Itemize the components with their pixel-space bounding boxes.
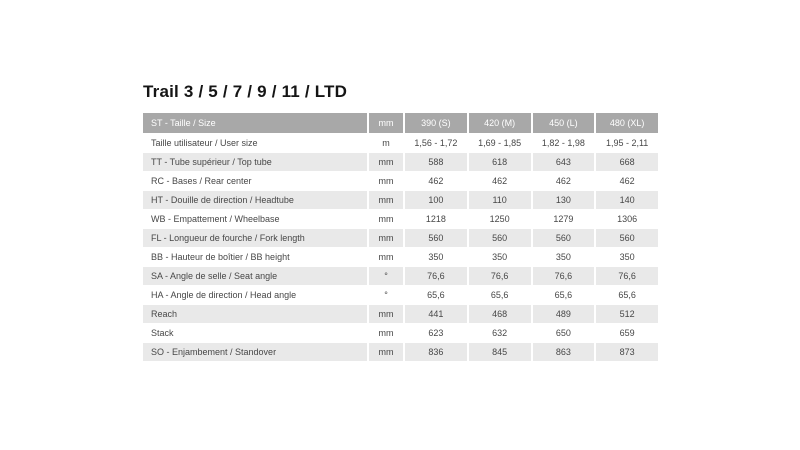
- table-row: RC - Bases / Rear center mm 462 462 462 462: [143, 172, 658, 190]
- table-row: Taille utilisateur / User size m 1,56 - 1,…: [143, 134, 658, 152]
- row-value: 76,6: [596, 267, 658, 285]
- row-unit: mm: [369, 229, 403, 247]
- row-value: 462: [405, 172, 467, 190]
- row-value: 350: [596, 248, 658, 266]
- row-value: 350: [532, 248, 595, 266]
- row-unit: mm: [369, 343, 403, 361]
- header-unit-column: mm: [369, 113, 403, 133]
- row-value: 1,82 - 1,98: [532, 134, 595, 152]
- row-label: TT - Tube supérieur / Top tube: [143, 153, 367, 171]
- row-value: 560: [468, 229, 531, 247]
- row-value: 650: [532, 324, 595, 342]
- row-value: 1,69 - 1,85: [468, 134, 531, 152]
- table-body: Taille utilisateur / User size m 1,56 - 1,…: [143, 134, 658, 361]
- row-unit: mm: [369, 172, 403, 190]
- row-value: 350: [468, 248, 531, 266]
- row-value: 110: [468, 191, 531, 209]
- row-unit: mm: [369, 324, 403, 342]
- row-value: 76,6: [468, 267, 531, 285]
- table-row: BB - Hauteur de boîtier / BB height mm 350…: [143, 248, 658, 266]
- table-row: TT - Tube supérieur / Top tube mm 588 618 64…: [143, 153, 658, 171]
- table-row: SA - Angle de selle / Seat angle ° 76,6 76,…: [143, 267, 658, 285]
- row-value: 588: [405, 153, 467, 171]
- row-label: SA - Angle de selle / Seat angle: [143, 267, 367, 285]
- table-row: WB - Empattement / Wheelbase mm 1218 1250 12…: [143, 210, 658, 228]
- row-value: 560: [596, 229, 658, 247]
- header-size-xl: 480 (XL): [596, 113, 658, 133]
- row-unit: °: [369, 267, 403, 285]
- row-value: 845: [468, 343, 531, 361]
- row-unit: mm: [369, 153, 403, 171]
- row-value: 462: [468, 172, 531, 190]
- table-row: Stack mm 623 632 650 659: [143, 324, 658, 342]
- row-value: 1,56 - 1,72: [405, 134, 467, 152]
- row-value: 468: [468, 305, 531, 323]
- page-title: Trail 3 / 5 / 7 / 9 / 11 / LTD: [143, 82, 348, 101]
- table-row: SO - Enjambement / Standover mm 836 845 863 8…: [143, 343, 658, 361]
- header-size-l: 450 (L): [532, 113, 595, 133]
- header-size-s: 390 (S): [405, 113, 467, 133]
- row-value: 350: [405, 248, 467, 266]
- row-value: 623: [405, 324, 467, 342]
- row-label: RC - Bases / Rear center: [143, 172, 367, 190]
- row-value: 1218: [405, 210, 467, 228]
- row-value: 618: [468, 153, 531, 171]
- row-unit: mm: [369, 210, 403, 228]
- table-row: HA - Angle de direction / Head angle ° 65,…: [143, 286, 658, 304]
- table-row: HT - Douille de direction / Headtube mm 10…: [143, 191, 658, 209]
- row-value: 100: [405, 191, 467, 209]
- row-unit: mm: [369, 305, 403, 323]
- row-label: BB - Hauteur de boîtier / BB height: [143, 248, 367, 266]
- row-value: 65,6: [532, 286, 595, 304]
- row-value: 643: [532, 153, 595, 171]
- row-value: 65,6: [405, 286, 467, 304]
- table-header-row: ST - Taille / Size mm 390 (S) 420 (M) 45…: [143, 113, 658, 133]
- header-label: ST - Taille / Size: [143, 113, 367, 133]
- row-value: 1306: [596, 210, 658, 228]
- row-unit: °: [369, 286, 403, 304]
- row-unit: mm: [369, 191, 403, 209]
- row-label: Taille utilisateur / User size: [143, 134, 367, 152]
- row-value: 836: [405, 343, 467, 361]
- row-value: 76,6: [405, 267, 467, 285]
- row-label: WB - Empattement / Wheelbase: [143, 210, 367, 228]
- geometry-table: ST - Taille / Size mm 390 (S) 420 (M) 45…: [143, 113, 658, 362]
- row-label: Stack: [143, 324, 367, 342]
- row-value: 1279: [532, 210, 595, 228]
- row-label: HA - Angle de direction / Head angle: [143, 286, 367, 304]
- row-label: HT - Douille de direction / Headtube: [143, 191, 367, 209]
- row-value: 632: [468, 324, 531, 342]
- row-value: 65,6: [596, 286, 658, 304]
- row-label: Reach: [143, 305, 367, 323]
- row-value: 1250: [468, 210, 531, 228]
- table-row: Reach mm 441 468 489 512: [143, 305, 658, 323]
- row-unit: m: [369, 134, 403, 152]
- row-unit: mm: [369, 248, 403, 266]
- row-value: 512: [596, 305, 658, 323]
- row-value: 659: [596, 324, 658, 342]
- row-value: 130: [532, 191, 595, 209]
- row-value: 873: [596, 343, 658, 361]
- row-value: 1,95 - 2,11: [596, 134, 658, 152]
- row-value: 462: [532, 172, 595, 190]
- row-value: 668: [596, 153, 658, 171]
- row-value: 863: [532, 343, 595, 361]
- row-value: 560: [532, 229, 595, 247]
- row-value: 76,6: [532, 267, 595, 285]
- row-value: 65,6: [468, 286, 531, 304]
- header-size-m: 420 (M): [468, 113, 531, 133]
- row-value: 462: [596, 172, 658, 190]
- table-row: FL - Longueur de fourche / Fork length mm…: [143, 229, 658, 247]
- row-value: 140: [596, 191, 658, 209]
- row-value: 489: [532, 305, 595, 323]
- row-value: 441: [405, 305, 467, 323]
- row-value: 560: [405, 229, 467, 247]
- row-label: SO - Enjambement / Standover: [143, 343, 367, 361]
- row-label: FL - Longueur de fourche / Fork length: [143, 229, 367, 247]
